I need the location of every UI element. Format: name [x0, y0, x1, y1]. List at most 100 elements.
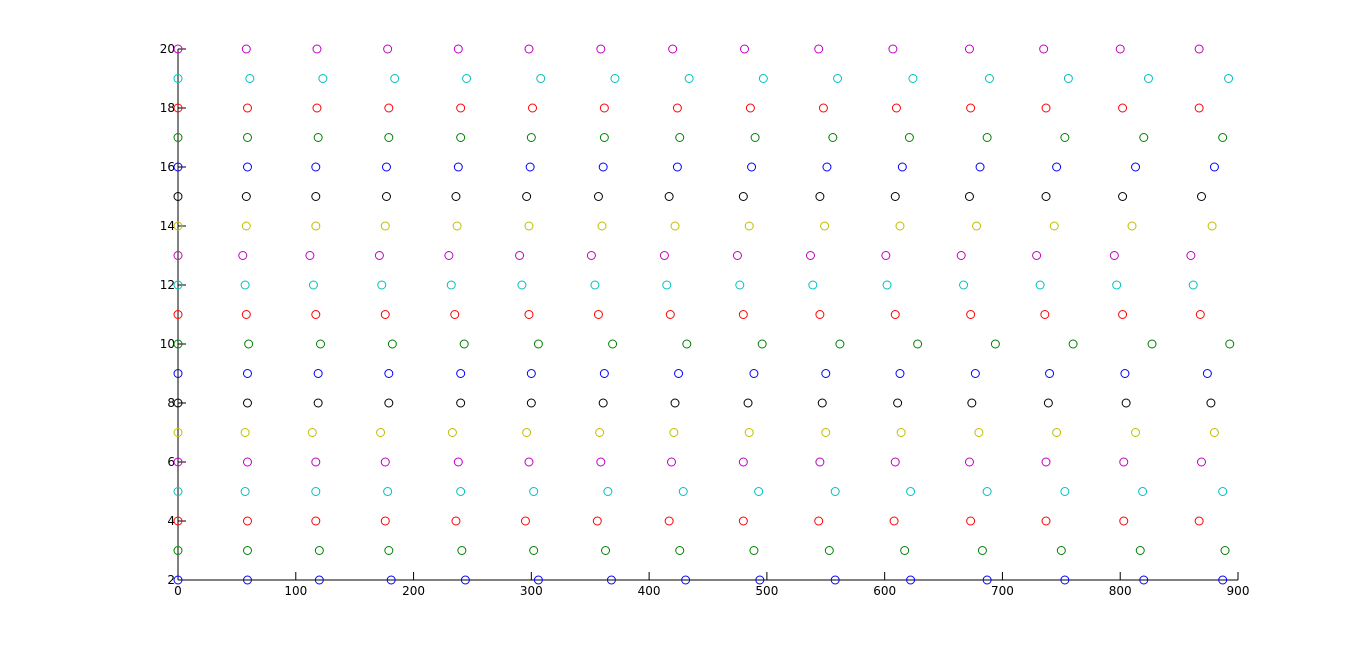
data-point — [966, 516, 976, 526]
data-point — [603, 487, 613, 496]
data-point — [592, 516, 602, 526]
data-point — [384, 369, 394, 378]
data-point — [244, 339, 254, 349]
series-row-13 — [173, 251, 1196, 260]
data-point — [173, 280, 183, 290]
data-point — [386, 575, 396, 585]
data-point — [456, 369, 466, 378]
data-point — [241, 44, 251, 54]
data-point — [1063, 74, 1073, 83]
data-point — [830, 487, 840, 496]
data-point — [681, 575, 691, 585]
data-point — [1052, 428, 1062, 437]
data-point — [755, 575, 765, 585]
data-point — [1131, 162, 1141, 172]
data-point — [964, 44, 974, 54]
data-point — [735, 280, 745, 290]
data-point — [1139, 133, 1149, 142]
data-point — [732, 251, 742, 260]
data-point — [744, 428, 754, 437]
data-point — [666, 457, 676, 467]
data-point — [526, 133, 536, 142]
data-point — [608, 339, 618, 349]
data-point — [240, 487, 250, 496]
data-point — [822, 162, 832, 172]
data-point — [387, 339, 397, 349]
data-point — [821, 369, 831, 378]
data-point — [517, 280, 527, 290]
data-point — [970, 369, 980, 378]
y-tick-label: 14 — [160, 219, 175, 233]
data-point — [536, 74, 546, 83]
data-point — [1043, 398, 1053, 408]
data-point — [173, 487, 183, 496]
data-point — [520, 516, 530, 526]
data-point — [1147, 339, 1157, 349]
data-point — [1194, 44, 1204, 54]
x-tick-label: 300 — [520, 584, 543, 598]
data-point — [595, 428, 605, 437]
data-point — [456, 487, 466, 496]
data-point — [1056, 546, 1066, 555]
data-point — [312, 103, 322, 113]
data-point — [890, 310, 900, 319]
data-point — [529, 546, 539, 555]
data-point — [1194, 103, 1204, 113]
y-axis-ticks: 2 4 6 8 10 12 14 16 18 20 — [160, 42, 186, 587]
data-point — [451, 192, 461, 201]
series-row-14 — [173, 221, 1217, 231]
data-point — [453, 457, 463, 467]
data-point — [1194, 516, 1204, 526]
data-point — [817, 398, 827, 408]
data-point — [598, 162, 608, 172]
data-point — [606, 575, 616, 585]
x-tick-label: 600 — [873, 584, 896, 598]
data-point — [173, 428, 183, 437]
data-point — [312, 44, 322, 54]
data-point — [984, 74, 994, 83]
data-point — [381, 192, 391, 201]
data-point — [814, 516, 824, 526]
data-point — [913, 339, 923, 349]
data-point — [664, 192, 674, 201]
data-point — [904, 133, 914, 142]
data-point — [311, 162, 321, 172]
data-point — [815, 310, 825, 319]
data-point — [447, 428, 457, 437]
data-point — [1186, 251, 1196, 260]
data-point — [515, 251, 525, 260]
data-point — [307, 428, 317, 437]
data-point — [173, 310, 183, 319]
data-point — [1112, 280, 1122, 290]
data-point — [380, 310, 390, 319]
data-point — [824, 546, 834, 555]
series-row-15 — [173, 192, 1206, 201]
data-point — [526, 369, 536, 378]
data-point — [599, 133, 609, 142]
y-tick-label: 2 — [167, 573, 175, 587]
data-point — [450, 310, 460, 319]
data-point — [738, 457, 748, 467]
data-point — [173, 103, 183, 113]
data-point — [738, 192, 748, 201]
data-point — [593, 192, 603, 201]
data-point — [966, 103, 976, 113]
y-tick-label: 12 — [160, 278, 175, 292]
data-point — [242, 398, 252, 408]
data-point — [684, 74, 694, 83]
data-point — [1138, 487, 1148, 496]
data-point — [1118, 192, 1128, 201]
data-point — [311, 457, 321, 467]
data-point — [833, 74, 843, 83]
data-point — [586, 251, 596, 260]
data-point — [1119, 516, 1129, 526]
x-tick-label: 200 — [402, 584, 425, 598]
series-row-12 — [173, 280, 1198, 290]
data-point — [241, 192, 251, 201]
data-point — [453, 44, 463, 54]
data-point — [835, 339, 845, 349]
x-axis-ticks: 0 100 200 300 400 500 600 700 800 900 — [174, 572, 1249, 598]
data-point — [173, 74, 183, 83]
data-point — [384, 546, 394, 555]
data-point — [384, 133, 394, 142]
